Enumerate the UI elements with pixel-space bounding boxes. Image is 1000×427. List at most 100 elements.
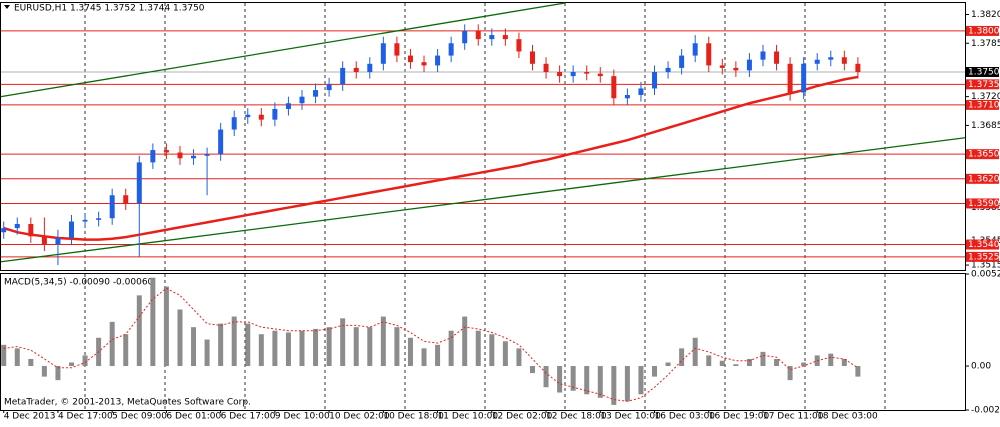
candle-body (41, 236, 47, 245)
macd-bar (1, 344, 7, 367)
level-label: 1.3650 (968, 150, 1000, 160)
candle-body (435, 55, 441, 66)
macd-bar (177, 309, 183, 367)
candle-body (204, 154, 210, 156)
macd-bar (191, 327, 197, 367)
candle-body (136, 162, 142, 204)
moving-average (3, 75, 859, 241)
candle-body (231, 117, 237, 130)
macd-bar (624, 366, 630, 402)
candle-body (489, 35, 495, 40)
candle-body (123, 195, 129, 204)
candle-body (557, 72, 563, 77)
y-tick-label: 1.3685 (971, 121, 1000, 131)
macd-bar (665, 362, 671, 367)
footer: MetaTrader, © 2001-2013, MetaQuotes Soft… (4, 398, 251, 408)
level-label: 1.3525 (968, 252, 1000, 262)
x-tick-label: 16 Dec 19:00 (709, 412, 770, 422)
candle-body (733, 67, 739, 71)
menu-arrow[interactable] (4, 5, 10, 9)
candle-body (163, 150, 169, 153)
candle-body (28, 223, 34, 237)
candle-body (760, 51, 766, 60)
macd-bar (231, 316, 237, 367)
x-tick-label: 12 Dec 18:00 (546, 412, 607, 422)
y-tick-label: 1.3515 (971, 261, 1000, 271)
candle-body (638, 88, 644, 96)
level-label-box (966, 173, 999, 184)
macd-bar (516, 348, 522, 367)
candle-body (841, 57, 847, 64)
current-price-label: 1.3750 (968, 68, 1000, 78)
trend-line (0, 2, 566, 98)
macd-bar (41, 366, 47, 377)
macd-bar (475, 330, 481, 367)
candle-body (624, 95, 630, 99)
macd-bar (543, 366, 549, 388)
macd-bar (285, 332, 291, 367)
y-tick-label: 1.3820 (971, 10, 1000, 20)
candle-body (543, 63, 549, 73)
x-tick-label: 4 Dec 2013 (4, 412, 56, 422)
macd-bar (557, 366, 563, 393)
level-label-box (966, 251, 999, 262)
candle-body (407, 55, 413, 63)
x-tick-label: 6 Dec 17:00 (221, 412, 276, 422)
candle-body (665, 67, 671, 73)
macd-bar (150, 277, 156, 367)
level-label: 1.3735 (968, 80, 1000, 90)
x-tick-label: 12 Dec 02:00 (492, 412, 553, 422)
x-tick-label: 6 Dec 01:00 (166, 412, 221, 422)
candle-body (340, 67, 346, 85)
macd-bar (828, 353, 834, 367)
level-label-box (966, 99, 999, 110)
candle-body (529, 51, 535, 64)
candle-body (611, 76, 617, 99)
macd-bar (272, 330, 278, 367)
candle-body (299, 96, 305, 104)
candle-body (706, 43, 712, 66)
macd-bar (435, 344, 441, 367)
level-label: 1.3620 (968, 174, 1000, 184)
macd-bar (529, 366, 535, 374)
macd-title: MACD(5,34,5) -0.00090 -0.00060 (4, 278, 154, 288)
candle-body (801, 63, 807, 93)
macd-bar (774, 358, 780, 367)
y-tick-label: 1.3785 (971, 39, 1000, 49)
macd-bar (570, 366, 576, 391)
candle-body (191, 155, 197, 159)
candle-body (828, 57, 834, 60)
candle-body (82, 219, 88, 222)
macd-bar (313, 328, 319, 367)
candle-body (448, 43, 454, 56)
x-tick-label: 13 Dec 10:00 (600, 412, 661, 422)
candle-body (150, 150, 156, 163)
macd-bar (421, 348, 427, 367)
macd-bar (367, 327, 373, 367)
candle-body (285, 103, 291, 109)
candle-body (421, 62, 427, 66)
macd-bar (258, 334, 264, 367)
macd-bar (380, 316, 386, 367)
macd-bar (448, 330, 454, 367)
candle-body (692, 43, 698, 56)
level-label: 1.3540 (968, 240, 1000, 250)
candle-body (746, 59, 752, 71)
candle-body (272, 108, 278, 120)
level-label-box (966, 25, 999, 36)
candle-body (679, 55, 685, 68)
macd-bar (462, 316, 468, 367)
macd-bar (204, 339, 210, 367)
macd-y-tick-label: 0.00 (971, 362, 991, 372)
candle-body (787, 63, 793, 93)
candle-body (502, 35, 508, 40)
macd-bar (787, 366, 793, 381)
macd-bar (55, 366, 61, 381)
candle-body (245, 114, 251, 118)
candle-body (814, 59, 820, 64)
candle-body (516, 39, 522, 52)
macd-bar (245, 323, 251, 367)
macd-bar (760, 351, 766, 367)
